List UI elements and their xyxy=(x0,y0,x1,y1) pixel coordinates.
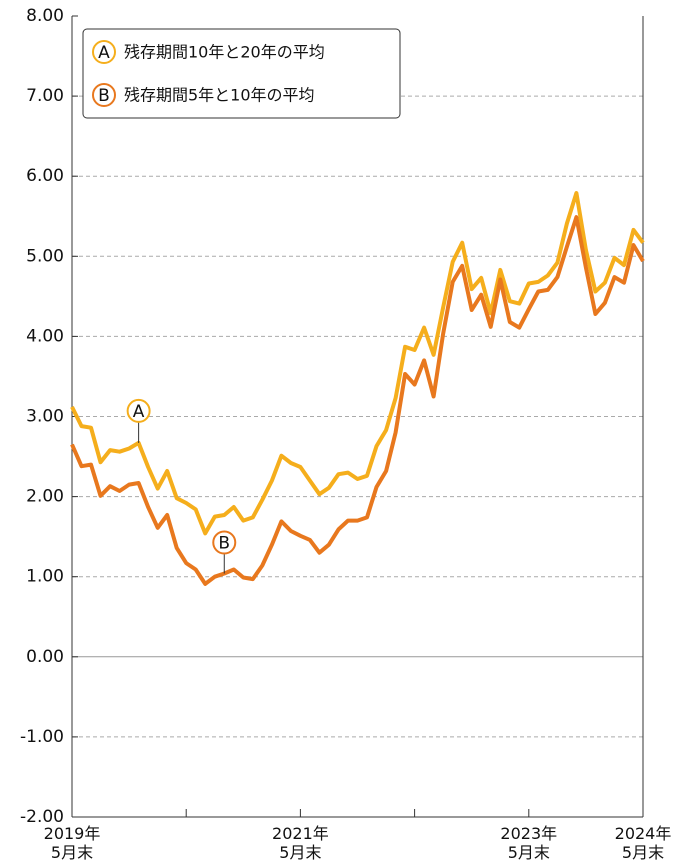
x-tick-label: 2019年 5月末 xyxy=(43,824,101,862)
y-tick-label: 7.00 xyxy=(26,86,64,106)
y-tick-label: 0.00 xyxy=(26,647,64,667)
legend-label: 残存期間10年と20年の平均 xyxy=(124,43,325,62)
label-circle xyxy=(126,398,151,423)
label-circle xyxy=(92,40,116,64)
y-tick-label: 5.00 xyxy=(26,246,64,266)
series-line xyxy=(70,215,645,586)
y-tick-label: -1.00 xyxy=(20,727,64,747)
label-circle xyxy=(92,83,116,107)
label-letter: B xyxy=(218,533,230,553)
y-tick-label: 1.00 xyxy=(26,567,64,587)
y-tick-label: 6.00 xyxy=(26,166,64,186)
label-letter: A xyxy=(133,402,145,422)
label-letter: B xyxy=(98,86,110,106)
y-tick-label: -2.00 xyxy=(20,807,64,827)
legend-label: 残存期間5年と10年の平均 xyxy=(124,86,315,105)
x-tick-label: 2021年 5月末 xyxy=(272,824,329,862)
label-letter: A xyxy=(98,43,110,63)
legend-box xyxy=(82,28,401,119)
x-tick-label: 2024年 5月末 xyxy=(614,824,672,862)
x-tick-label: 2023年 5月末 xyxy=(500,824,558,862)
y-tick-label: 4.00 xyxy=(26,326,64,346)
y-tick-label: 3.00 xyxy=(26,407,64,427)
label-circle xyxy=(212,530,237,555)
y-tick-label: 8.00 xyxy=(26,6,64,26)
series-line xyxy=(70,191,645,536)
y-tick-label: 2.00 xyxy=(26,487,64,507)
